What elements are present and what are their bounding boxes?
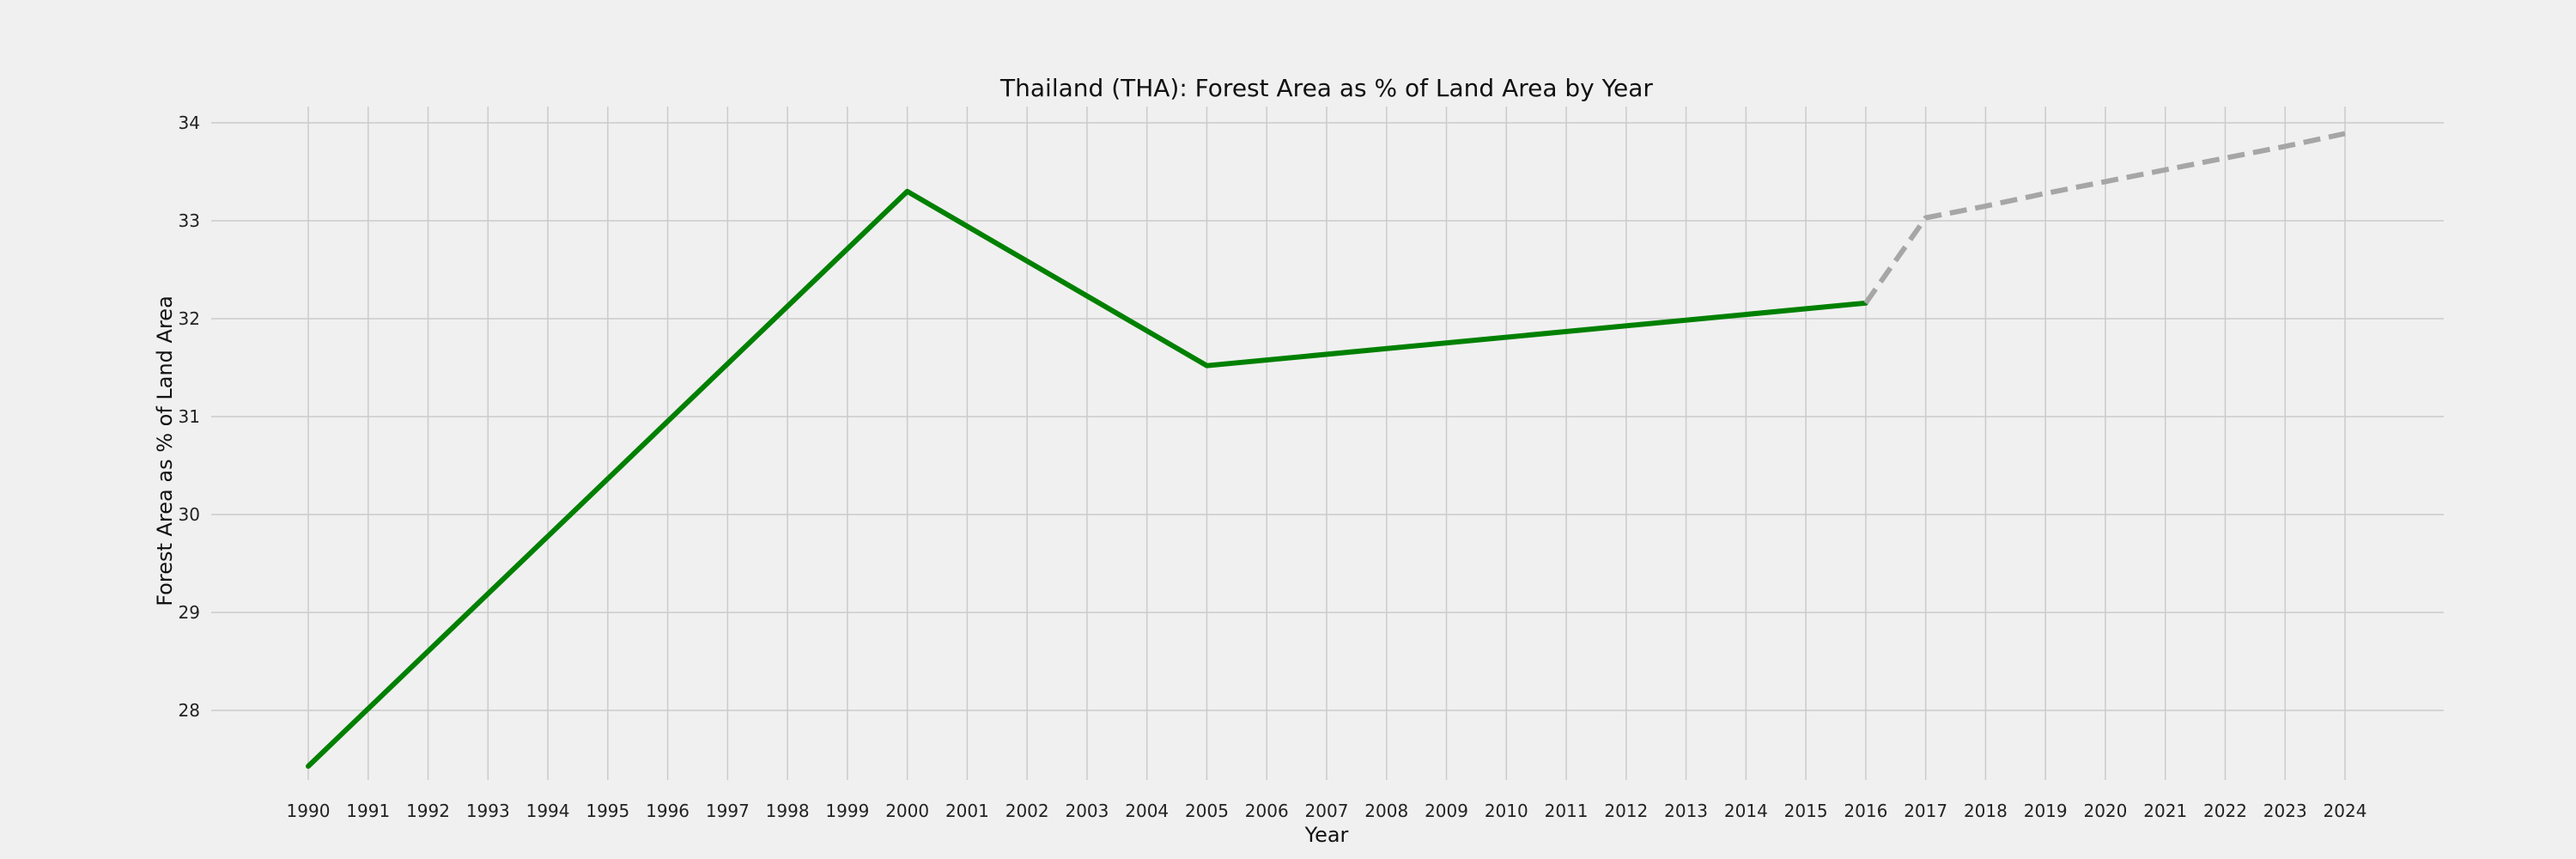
x-tick-label: 2002	[1005, 801, 1049, 821]
y-tick-label: 30	[179, 504, 200, 525]
x-tick-label: 2022	[2203, 801, 2247, 821]
x-tick-label: 2004	[1125, 801, 1169, 821]
x-tick-label: 1996	[646, 801, 690, 821]
x-tick-label: 2012	[1604, 801, 1648, 821]
x-tick-label: 2018	[1964, 801, 2008, 821]
forest-area-series-line	[306, 188, 1868, 769]
x-tick-label: 1995	[586, 801, 629, 821]
x-tick-label: 2009	[1425, 801, 1468, 821]
chart-title: Thailand (THA): Forest Area as % of Land…	[999, 74, 1653, 102]
x-tick-label: 2013	[1664, 801, 1708, 821]
x-tick-label: 2008	[1364, 801, 1408, 821]
x-tick-label: 2011	[1545, 801, 1589, 821]
x-tick-label: 2005	[1185, 801, 1229, 821]
x-axis-label: Year	[1304, 823, 1349, 847]
series-group	[306, 131, 2346, 769]
x-tick-label: 1999	[825, 801, 869, 821]
x-tick-label: 2000	[885, 801, 929, 821]
x-tick-label: 2023	[2263, 801, 2307, 821]
x-tick-label: 1991	[346, 801, 390, 821]
x-axis-ticks: 1990 1991 1992 1993 1994 1995 1996 1997 1998 1999…	[287, 801, 2367, 821]
grid-lines	[211, 107, 2444, 780]
x-tick-label: 2024	[2324, 801, 2367, 821]
x-tick-label: 2014	[1724, 801, 1768, 821]
x-tick-label: 2020	[2083, 801, 2127, 821]
y-tick-label: 29	[179, 602, 200, 623]
x-tick-label: 2021	[2143, 801, 2187, 821]
x-tick-label: 1998	[766, 801, 810, 821]
x-tick-label: 1994	[526, 801, 570, 821]
projection-series-line	[1863, 131, 2346, 305]
x-tick-label: 2007	[1305, 801, 1349, 821]
x-tick-label: 2016	[1844, 801, 1887, 821]
x-tick-label: 1997	[706, 801, 750, 821]
y-tick-label: 34	[179, 113, 200, 133]
y-axis-label: Forest Area as % of Land Area	[153, 295, 177, 606]
x-tick-label: 1992	[406, 801, 450, 821]
x-tick-label: 2019	[2024, 801, 2068, 821]
y-tick-label: 32	[179, 308, 200, 329]
y-tick-label: 28	[179, 700, 200, 721]
y-axis-ticks: 28 29 30 31 32 33 34	[179, 113, 200, 721]
x-tick-label: 2001	[945, 801, 989, 821]
x-tick-label: 2003	[1065, 801, 1109, 821]
x-tick-label: 2017	[1904, 801, 1947, 821]
y-tick-label: 33	[179, 210, 200, 231]
x-tick-label: 2006	[1245, 801, 1289, 821]
y-tick-label: 31	[179, 406, 200, 427]
x-tick-label: 1990	[287, 801, 331, 821]
x-tick-label: 2010	[1485, 801, 1528, 821]
x-tick-label: 2015	[1784, 801, 1828, 821]
x-tick-label: 1993	[466, 801, 510, 821]
